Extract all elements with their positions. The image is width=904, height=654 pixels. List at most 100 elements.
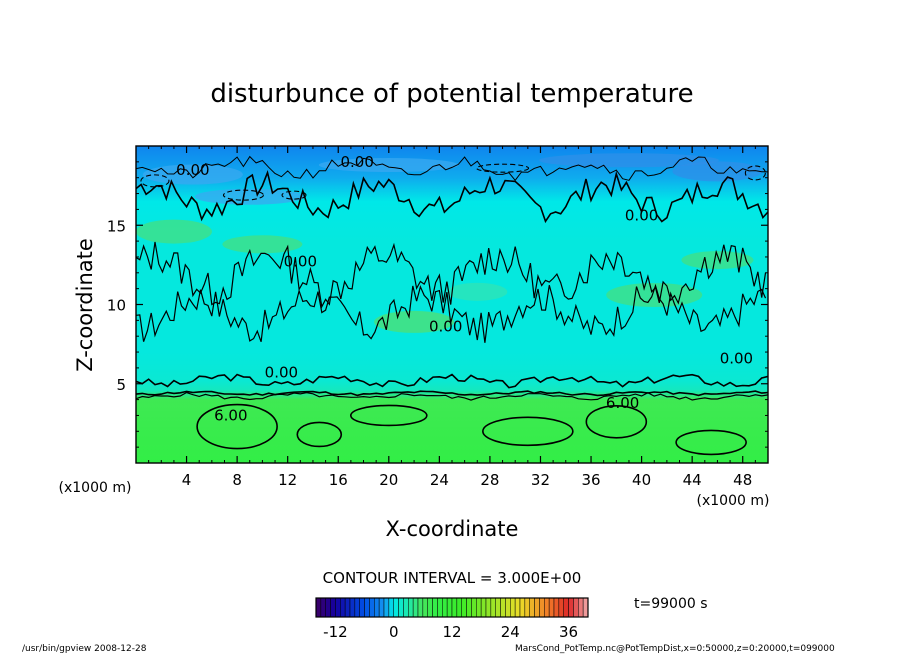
colorbar-cell [427,597,433,618]
heatmap-patch [136,219,212,244]
colorbar-cell [573,597,579,618]
colorbar-cell [403,597,409,618]
colorbar-cell [398,597,404,618]
contour-label: 0.00 [625,207,658,225]
contour-line [136,241,767,309]
colorbar-cell [534,597,540,618]
colorbar-cell [325,597,331,618]
colorbar-cell [330,597,336,618]
contour-label: 0.00 [429,318,462,336]
contour-line [136,390,768,397]
colorbar-cell [539,597,545,618]
colorbar-cell [495,597,501,618]
contour-loop [296,421,343,448]
colorbar-cell [558,597,564,618]
colorbar-cell [417,597,424,618]
colorbar-cell [490,597,496,618]
colorbar [315,597,589,618]
contour-loop-negative [476,163,530,173]
x-tick-label: 16 [329,471,348,489]
colorbar-cell [383,597,390,618]
colorbar-cell [563,597,569,618]
colorbar-cell [568,597,574,618]
contour-label: 0.00 [284,253,317,271]
x-tick-label: 32 [531,471,550,489]
colorbar-cell [471,597,477,618]
heatmap-patch [142,164,243,185]
chart-title: disturbunce of potential temperature [210,79,693,109]
colorbar-cell [422,597,428,618]
footer-right: MarsCond_PotTemp.nc@PotTempDist,x=0:5000… [515,644,835,654]
colorbar-cell [529,597,535,618]
x-tick-label: 36 [581,471,600,489]
colorbar-cell [544,597,550,618]
colorbar-cell [466,597,472,618]
x-axis-label: X-coordinate [386,517,519,541]
colorbar-cell [480,597,487,618]
contour-interval-label: CONTOUR INTERVAL = 3.000E+00 [323,569,582,587]
colorbar-cell [451,597,458,618]
colorbar-frame [315,597,589,618]
time-label: t=99000 s [634,596,708,612]
contour-loop-negative [281,190,307,200]
contour-loop [196,403,278,450]
colorbar-cell [442,597,448,618]
colorbar-cell [519,597,526,618]
colorbar-cell [320,597,326,618]
heatmap-patch [194,188,305,205]
heatmap-patch [374,310,455,333]
contour-loop [349,404,428,427]
contour-label: 0.00 [340,153,373,171]
y-axis-ticks: 5 10 15 [107,161,768,448]
heatmap-patch [672,161,763,182]
colorbar-cell [485,597,492,618]
contour-loop-negative [140,174,170,188]
y-tick-label: 15 [107,217,126,235]
x-tick-label: 28 [480,471,499,489]
y-axis-label: Z-coordinate [73,238,97,372]
colorbar-cell [432,597,438,618]
contour-loop [585,404,648,439]
contour-label: 6.00 [214,406,247,424]
colorbar-cell [500,597,506,618]
contour-label: 0.00 [265,364,298,382]
colorbar-cell [315,597,322,618]
x-tick-label: 40 [632,471,651,489]
contour-line [136,391,768,401]
colorbar-ticks: -12 0 12 24 36 [323,623,578,641]
contour-line [136,283,767,343]
colorbar-tick-label: 12 [442,623,461,641]
colorbar-cell [349,597,356,618]
colorbar-cell [582,597,589,618]
colorbar-cell [335,597,341,618]
colorbar-cell [548,597,555,618]
colorbar-cell [359,597,365,618]
footer-left: /usr/bin/gpview 2008-12-28 [22,644,147,654]
colorbar-cell [393,597,399,618]
colorbar-tick-label: 24 [501,623,520,641]
contour-label: 6.00 [606,394,639,412]
heatmap-patch [222,235,303,254]
colorbar-cell [505,597,511,618]
colorbar-tick-label: 36 [559,623,578,641]
heatmap-field [136,146,768,463]
heatmap-patch [447,282,508,301]
colorbar-cell [340,597,346,618]
colorbar-cell [374,597,380,618]
x-axis-ticks: 4 8 12 16 20 24 28 32 36 40 44 48 [148,146,756,489]
y-axis-unit: (x1000 m) [59,480,132,496]
contour-label: 0.00 [720,349,753,367]
contour-line [136,373,768,389]
y-tick-label: 10 [107,297,126,315]
colorbar-cell [412,597,419,618]
x-tick-label: 12 [278,471,297,489]
heatmap-patches [136,153,763,333]
colorbar-cell [388,597,394,618]
contour-lines [136,155,768,456]
x-tick-label: 8 [232,471,242,489]
x-tick-label: 44 [683,471,702,489]
colorbar-cell [578,597,584,618]
colorbar-cell [553,597,560,618]
colorbar-cell [344,597,351,618]
colorbar-cell [369,597,375,618]
